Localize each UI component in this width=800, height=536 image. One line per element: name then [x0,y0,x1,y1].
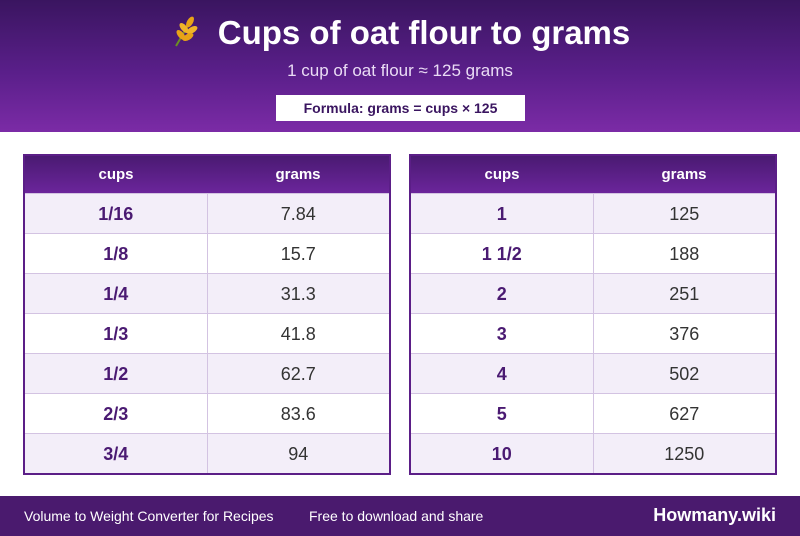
table-cell: 62.7 [280,364,316,384]
table-cell: 10 [411,434,594,473]
footer-text: Volume to Weight Converter for Recipes [24,508,274,524]
table-cell: 376 [669,324,700,344]
table-cell: 125 [669,204,700,224]
table-cell: 83.6 [280,404,316,424]
column-header: cups [484,166,520,183]
table-cell: 1/3 [25,314,208,353]
table-body: 1/16 7.84 1/8 15.7 1/4 31.3 1/3 41.8 1/2 62.7 2/3 8… [25,193,389,473]
formula: Formula: grams = cups × 125 [276,95,525,121]
table-body: 1 125 1 1/2 188 2 251 3 376 4 502 5 627 10 1250 [411,193,775,473]
header-row: cups grams [25,156,389,193]
table-cell: 627 [669,404,700,424]
table-row: 5 627 [411,393,775,433]
table-row: 3/4 94 [25,433,389,473]
table-cell: 1250 [664,444,705,464]
table-cell: 15.7 [280,244,316,264]
table-row: 1/3 41.8 [25,313,389,353]
table-cell: 188 [669,244,700,264]
title: Cups of oat flour to grams [217,14,631,51]
table-cell: 31.3 [280,284,316,304]
table-row: 1 1/2 188 [411,233,775,273]
footer: Volume to Weight Converter for Recipes F… [0,496,800,536]
table-cell: 2 [411,274,594,313]
table-row: 2/3 83.6 [25,393,389,433]
table-cell: 251 [669,284,700,304]
table-row: 1 125 [411,193,775,233]
title-row: Cups of oat flour to grams [0,14,800,52]
table-cell: 1 [411,194,594,233]
table: cups grams 1 125 1 1/2 188 2 251 3 376 4 502 5 627 10 1… [409,154,777,475]
column-header: cups [98,166,134,183]
table-row: 10 1250 [411,433,775,473]
table-row: 4 502 [411,353,775,393]
table-cell: 502 [669,364,700,384]
table-cell: 1/16 [25,194,208,233]
table-row: 1/2 62.7 [25,353,389,393]
table-cell: 4 [411,354,594,393]
table-cell: 41.8 [280,324,316,344]
column-header: grams [661,166,707,183]
table-cell: 2/3 [25,394,208,433]
table: cups grams 1/16 7.84 1/8 15.7 1/4 31.3 1/3 41.8 1/… [23,154,391,475]
brand: Howmany.wiki [653,505,776,525]
table-cell: 1/2 [25,354,208,393]
table-row: 2 251 [411,273,775,313]
table-cell: 3 [411,314,594,353]
table-cell: 1/4 [25,274,208,313]
header-row: cups grams [411,156,775,193]
column-header: grams [275,166,321,183]
table-row: 3 376 [411,313,775,353]
subtitle: 1 cup of oat flour ≈ 125 grams [287,61,513,80]
footer-text: Free to download and share [309,508,484,524]
table-row: 1/4 31.3 [25,273,389,313]
wheat-icon [174,16,198,47]
table-cell: 1/8 [25,234,208,273]
table-cell: 5 [411,394,594,433]
table-row: 1/8 15.7 [25,233,389,273]
table-cell: 3/4 [25,434,208,473]
header: Cups of oat flour to grams 1 cup of oat … [0,0,800,132]
table-row: 1/16 7.84 [25,193,389,233]
table-cell: 7.84 [280,204,316,224]
table-cell: 1 1/2 [411,234,594,273]
table-cell: 94 [288,444,309,464]
